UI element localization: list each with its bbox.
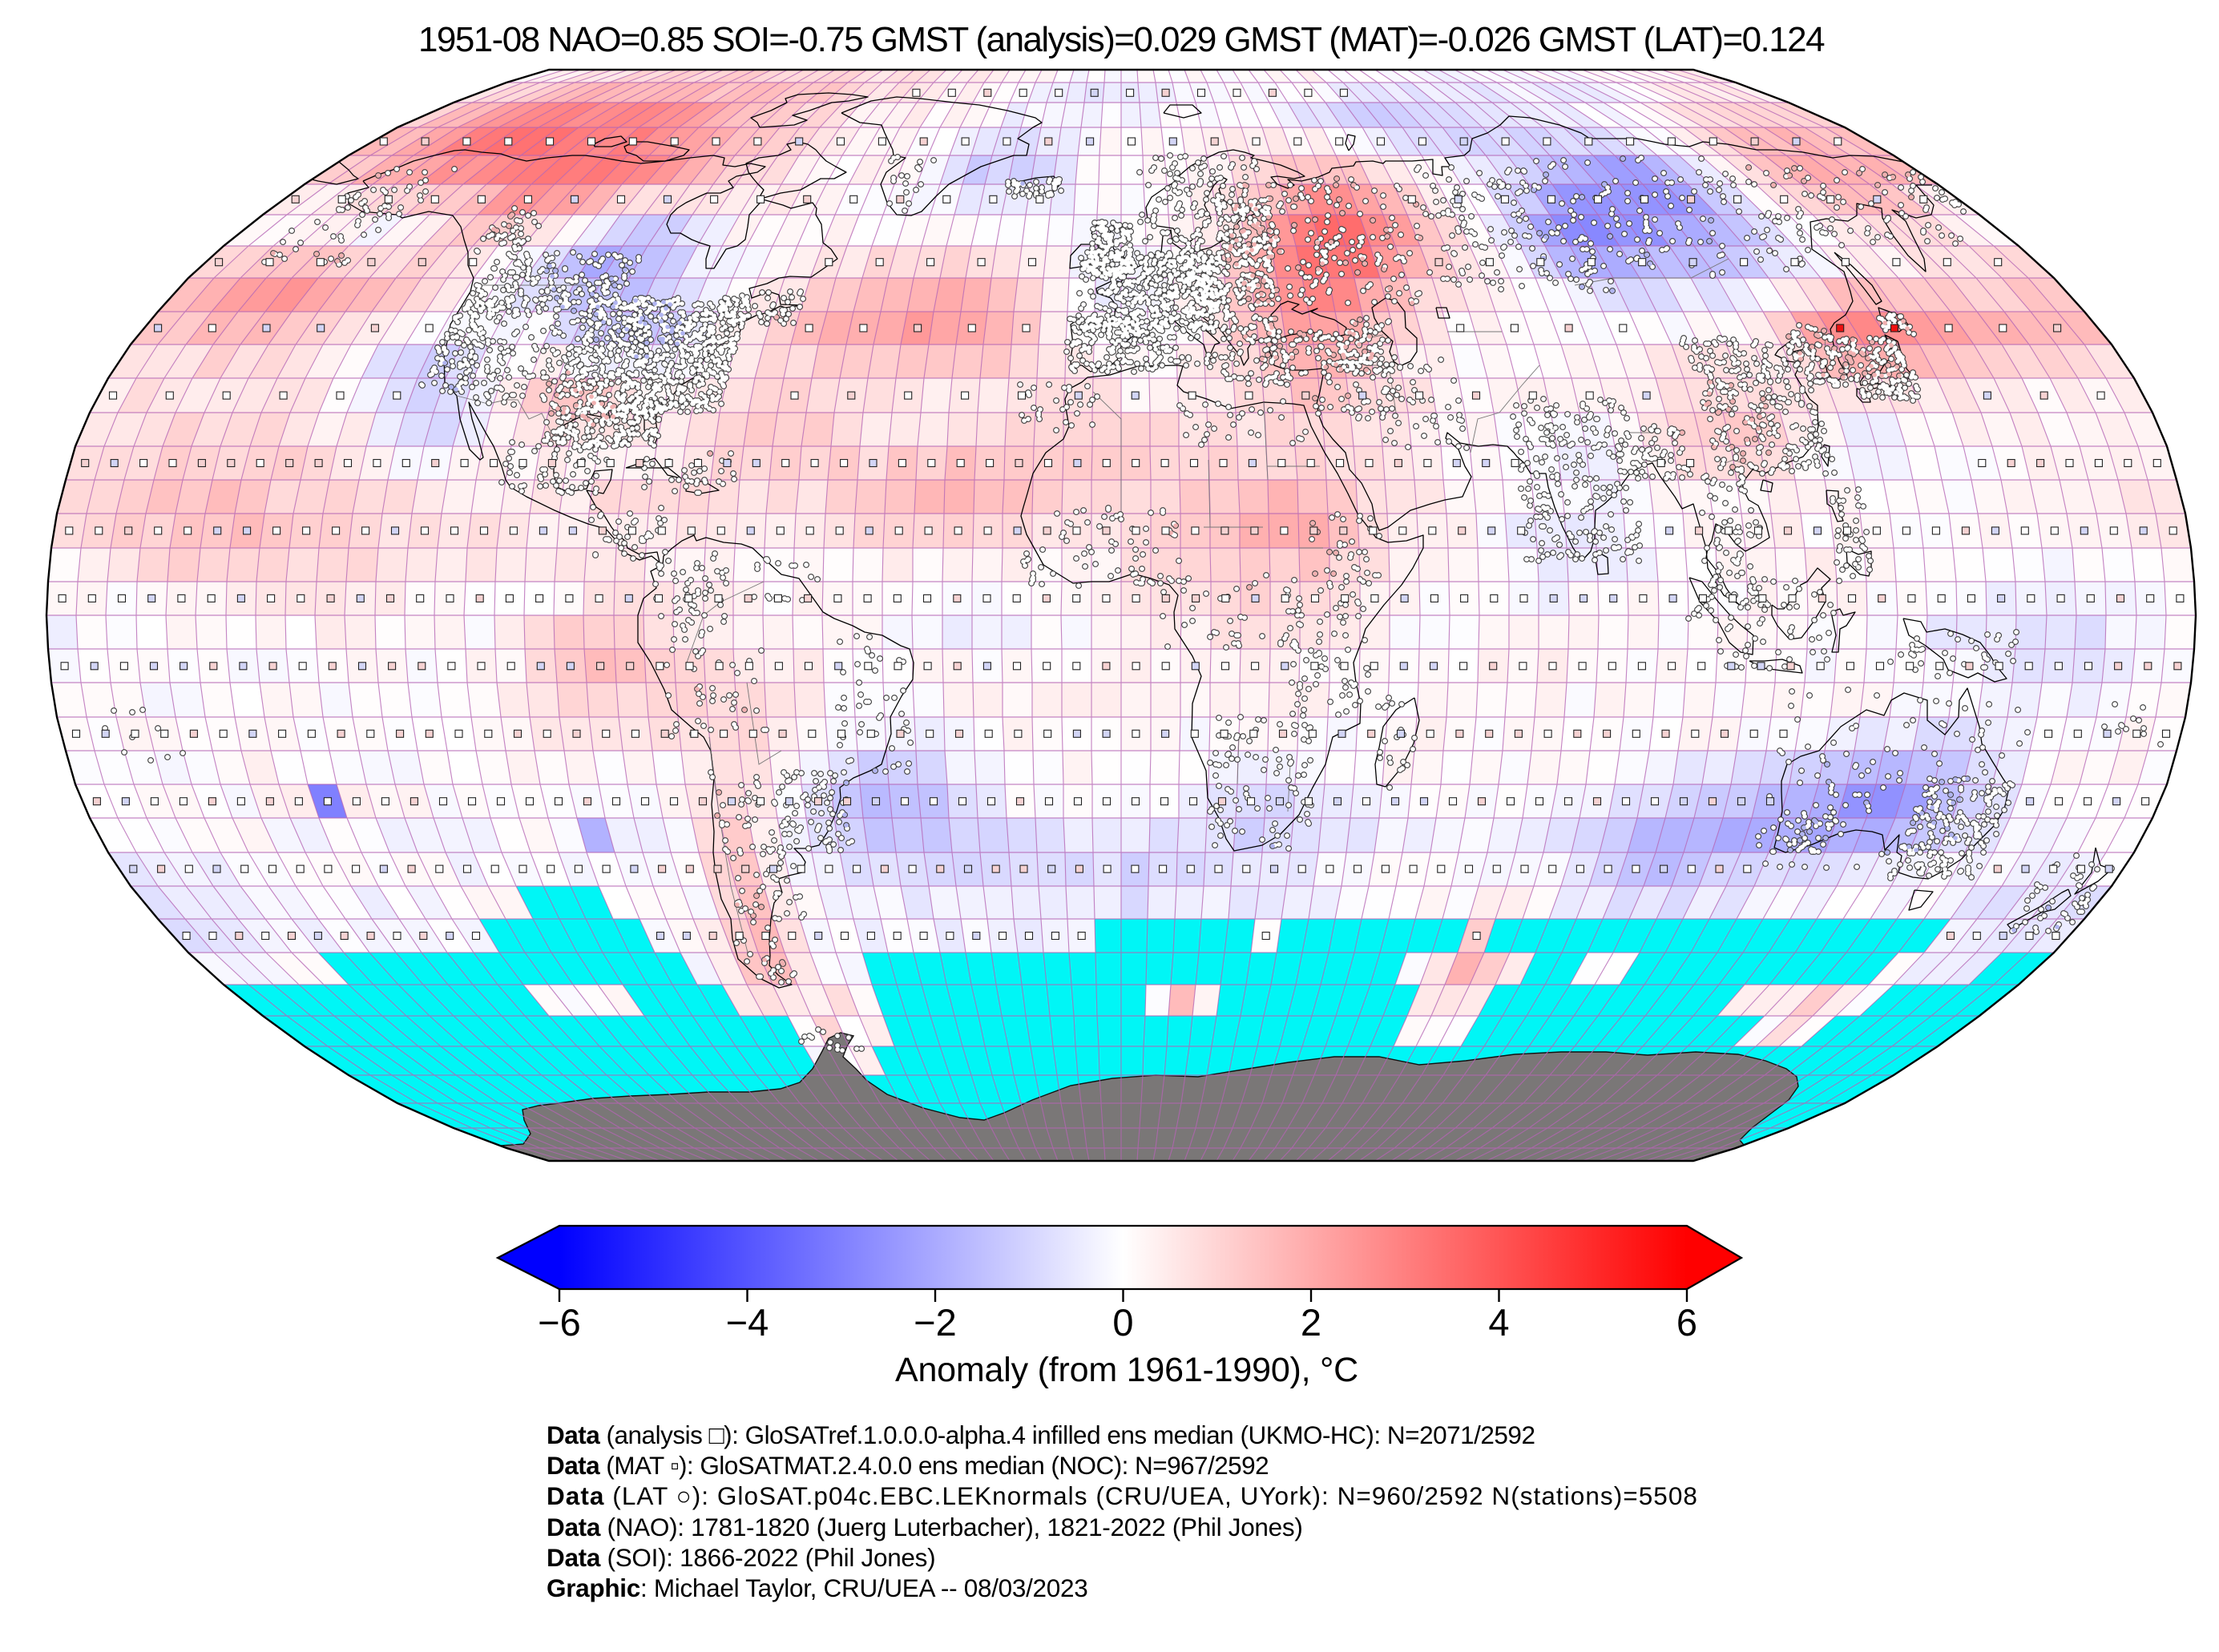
svg-text:−6: −6	[538, 1301, 581, 1344]
svg-text:1951-08 NAO=0.85 SOI=-0.75 GMS: 1951-08 NAO=0.85 SOI=-0.75 GMST (analysi…	[418, 20, 1825, 59]
svg-text:6: 6	[1676, 1301, 1697, 1344]
svg-text:−2: −2	[914, 1301, 957, 1344]
svg-text:Data (LAT ○): GloSAT.p04c.EBC.: Data (LAT ○): GloSAT.p04c.EBC.LEKnormals…	[547, 1481, 1698, 1510]
svg-text:Data (SOI): 1866-2022 (Phil Jo: Data (SOI): 1866-2022 (Phil Jones)	[547, 1543, 935, 1572]
svg-text:4: 4	[1488, 1301, 1509, 1344]
svg-text:2: 2	[1301, 1301, 1321, 1344]
svg-text:Graphic: Michael Taylor, CRU/U: Graphic: Michael Taylor, CRU/UEA -- 08/0…	[547, 1573, 1087, 1602]
svg-text:Data (MAT ▫): GloSATMAT.2.4.0.: Data (MAT ▫): GloSATMAT.2.4.0.0 ens medi…	[547, 1451, 1269, 1480]
svg-text:−4: −4	[726, 1301, 769, 1344]
svg-text:Data (NAO): 1781-1820 (Juerg L: Data (NAO): 1781-1820 (Juerg Luterbacher…	[547, 1513, 1303, 1541]
svg-text:Anomaly (from 1961-1990), °C: Anomaly (from 1961-1990), °C	[895, 1351, 1358, 1389]
svg-text:Data (analysis □): GloSATref.1: Data (analysis □): GloSATref.1.0.0.0-alp…	[547, 1420, 1535, 1449]
svg-text:0: 0	[1112, 1301, 1133, 1344]
